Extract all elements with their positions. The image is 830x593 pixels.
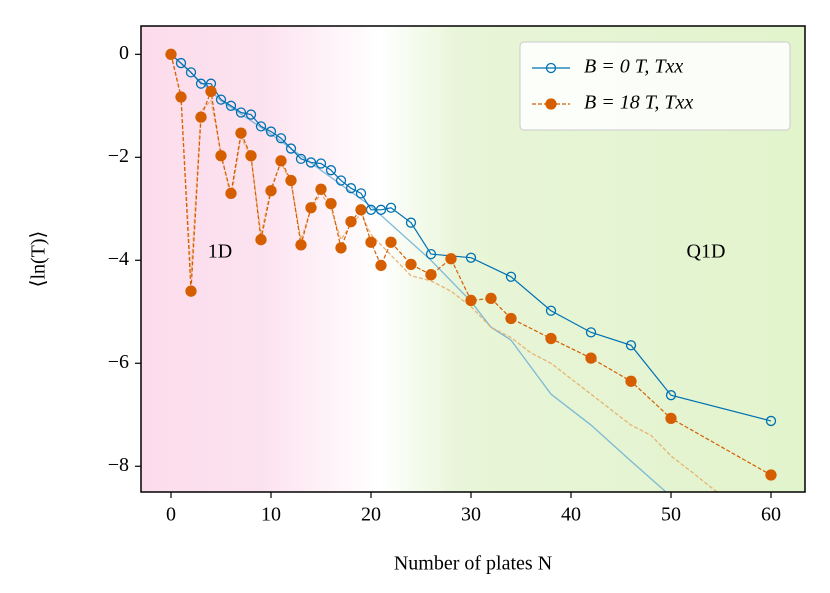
data-point [255,121,267,132]
data-point [445,253,457,265]
data-point [545,305,557,316]
data-point [285,174,297,187]
data-point [345,183,357,194]
data-point [385,236,397,248]
data-point [545,332,557,345]
data-point [345,216,357,228]
data-point [315,183,327,195]
data-point [165,48,177,60]
data-point [265,185,277,197]
data-point [295,153,307,164]
x-tick-label: 40 [561,504,581,526]
plot-frame [140,25,806,493]
y-tick-label: −6 [108,351,129,373]
series-line [170,53,667,492]
data-point [365,236,377,248]
series-line [170,54,772,476]
data-point [485,292,497,305]
x-axis-label: Number of plates N [394,553,552,575]
data-point [295,239,307,251]
y-tick-label: 0 [119,42,129,64]
data-point [315,158,327,169]
data-point [625,375,637,387]
data-point [765,469,777,481]
annotation: 1D [208,241,232,263]
data-point [285,143,297,154]
x-tick-label: 30 [461,504,481,526]
data-point [275,133,287,144]
data-point [585,327,597,338]
legend-label: B = 18 T, Txx [584,92,693,114]
data-point [335,175,347,186]
data-point [215,94,227,105]
annotation: Q1D [687,241,726,263]
data-point [225,100,237,111]
data-point [425,269,437,281]
data-point [465,252,477,263]
legend-marker [545,98,557,110]
data-point [305,202,317,214]
data-point [375,204,387,215]
data-point [505,271,517,282]
legend-label: B = 0 T, Txx [584,56,683,78]
data-point [375,259,387,272]
data-point [465,294,477,307]
data-point [355,204,367,216]
data-point [325,197,337,210]
data-point [355,188,367,199]
data-point [195,111,207,123]
data-point [245,150,257,162]
data-point [175,91,187,103]
data-point [665,390,677,401]
x-tick-label: 60 [761,504,781,526]
plot-layer [165,48,777,492]
data-point [405,258,417,271]
data-point [175,57,187,69]
data-point [385,202,397,213]
data-point [625,340,637,351]
data-point [195,78,207,89]
data-point [225,187,237,199]
y-axis-label: ⟨ln(T)⟩ [28,231,50,288]
x-tick-label: 0 [166,504,176,526]
y-tick-label: −4 [108,248,129,270]
data-point [325,165,337,176]
data-point [185,285,197,297]
y-tick-label: −2 [108,145,129,167]
data-point [665,412,677,425]
data-point [215,150,227,162]
legend-box [519,41,791,131]
y-tick-label: −8 [108,454,129,476]
data-point [305,157,317,168]
data-point [185,67,197,78]
data-point [585,352,597,364]
x-tick-label: 10 [261,504,281,526]
data-point [405,217,417,228]
data-point [425,248,437,260]
data-point [255,234,267,246]
data-point [765,415,777,427]
data-point [235,107,247,118]
legend-marker [545,62,557,74]
x-tick-label: 20 [361,504,381,526]
data-point [265,126,277,137]
data-point [275,155,287,167]
data-point [505,312,517,325]
x-tick-label: 50 [661,504,681,526]
data-point [235,127,247,139]
series-line [170,53,772,422]
data-point [205,85,217,98]
data-point [245,109,257,120]
data-point [335,242,347,254]
